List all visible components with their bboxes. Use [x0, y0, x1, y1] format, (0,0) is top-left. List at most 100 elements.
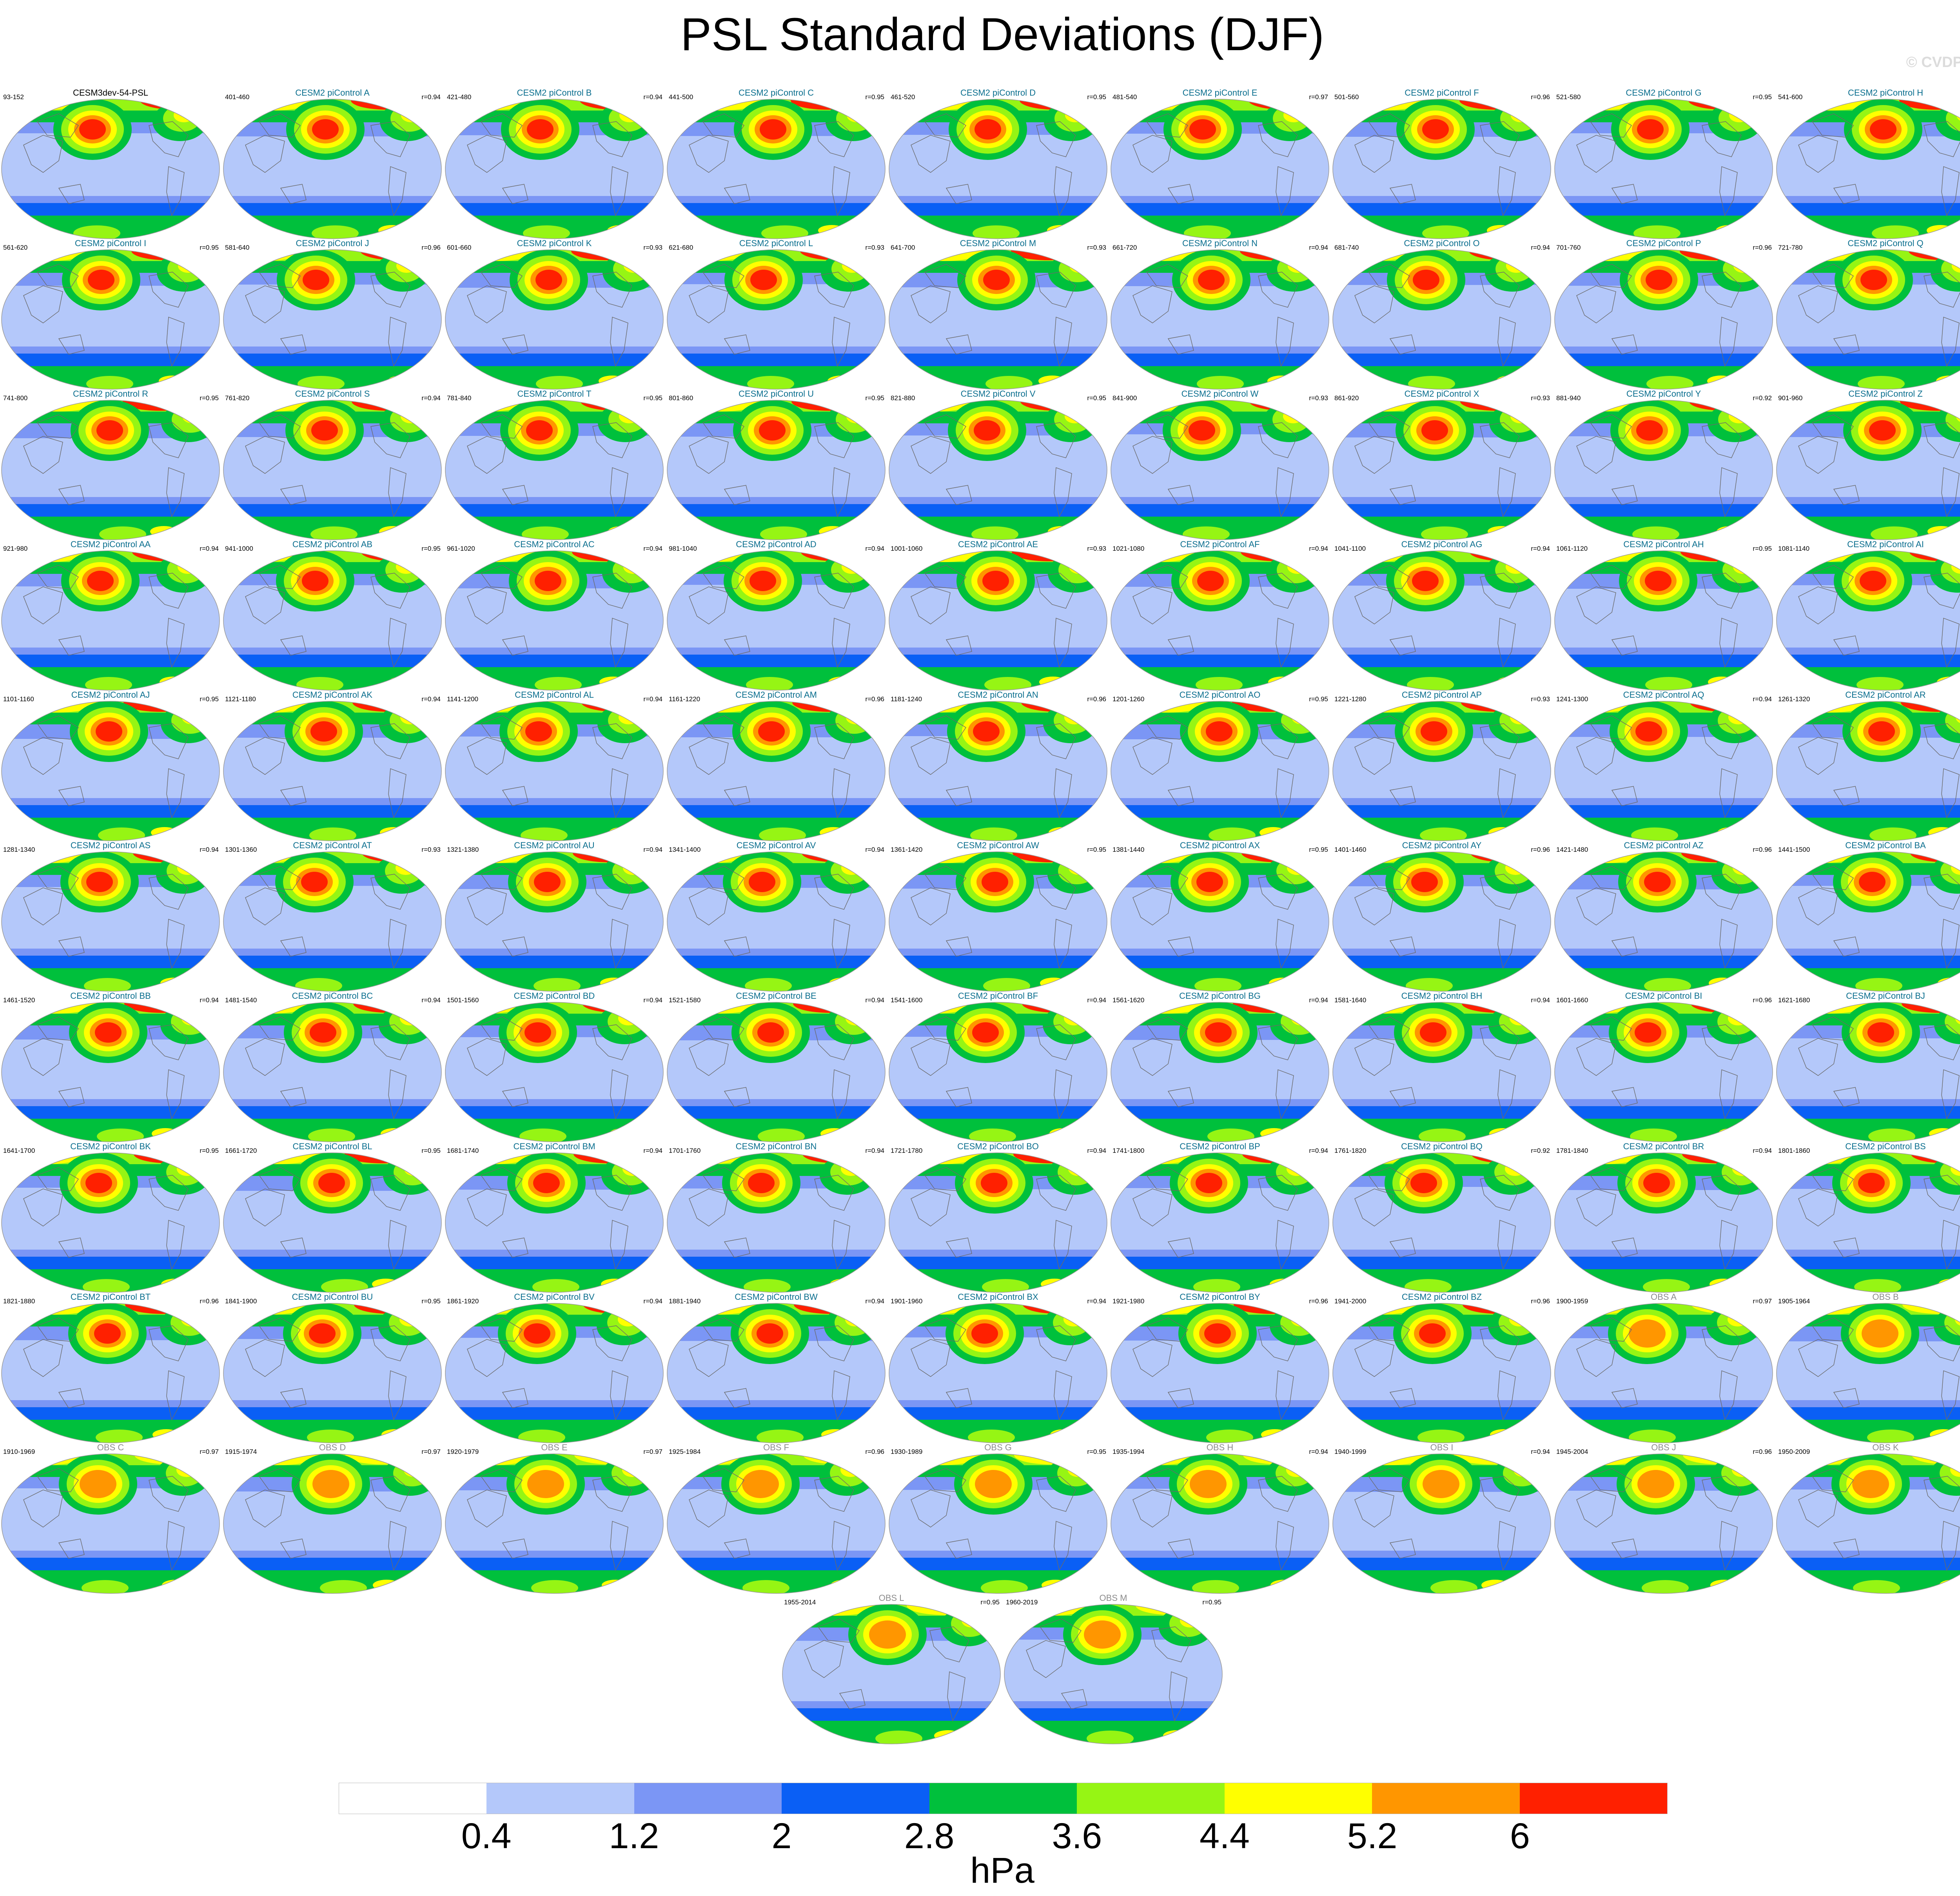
map-border [1332, 1303, 1551, 1443]
antarctic-max-secondary [1717, 526, 1744, 537]
panel-correlation: r=0.95 [421, 545, 441, 552]
panel-correlation: r=0.94 [643, 545, 662, 552]
continent-outline-2 [1258, 422, 1298, 458]
continent-outline-2 [814, 874, 854, 910]
antarctic-max [1645, 677, 1692, 690]
panel-title: CESM3dev-54-PSL [73, 88, 148, 98]
panel-years: 1181-1240 [891, 695, 922, 703]
continent-outline-2 [592, 723, 632, 759]
atlantic-center-ring-2 [618, 1312, 638, 1326]
continent-outline-1 [258, 1468, 301, 1492]
map-panel: CESM2 piControl T 781-840 r=0.95 [444, 389, 665, 541]
map-panel: CESM2 piControl AK 1121-1180 r=0.94 [222, 690, 443, 842]
map-plot [667, 1002, 886, 1142]
aleutian-center-ring-4 [1645, 571, 1671, 591]
aleutian-center-ring-4 [1189, 420, 1215, 441]
continent-outline-3 [166, 1521, 185, 1571]
continent-outline-0 [1798, 737, 1838, 775]
atlantic-center-ring-2 [624, 259, 644, 273]
colorbar-tick-label: 6 [1510, 1816, 1530, 1856]
panel-correlation: r=0.97 [200, 1448, 219, 1455]
map-plot [445, 1453, 664, 1594]
continent-outline-1 [924, 264, 966, 288]
continent-outline-1 [1811, 1167, 1854, 1191]
aleutian-center-ring-4 [302, 571, 328, 591]
continent-outline-1 [702, 264, 744, 288]
map-border [445, 1002, 664, 1142]
continent-outline-4 [280, 786, 307, 806]
map-border [445, 249, 664, 390]
continent-outline-1 [480, 1016, 523, 1041]
map-panel: CESM2 piControl N 661-720 r=0.94 [1109, 238, 1330, 390]
continent-outline-4 [946, 1237, 972, 1258]
antarctic-max-secondary [388, 376, 415, 386]
map-border [445, 851, 664, 992]
continent-outline-2 [1258, 272, 1298, 308]
map-border [1, 1453, 220, 1594]
continent-outline-0 [245, 737, 285, 775]
continent-outline-2 [1036, 874, 1076, 910]
continent-outline-4 [946, 485, 972, 505]
continent-outline-1 [702, 414, 744, 439]
continent-outline-3 [1497, 1220, 1516, 1270]
continent-outline-3 [610, 768, 628, 818]
panel-years: 1930-1989 [891, 1448, 923, 1455]
map-plot [667, 1152, 886, 1293]
continent-outline-3 [1941, 1069, 1960, 1119]
continent-outline-4 [502, 184, 528, 204]
continent-outline-4 [1167, 184, 1194, 204]
continent-outline-1 [924, 866, 966, 890]
continent-outline-3 [1941, 317, 1960, 367]
continent-outline-4 [1061, 1689, 1087, 1709]
map-panel: CESM2 piControl BU 1841-1900 r=0.95 [222, 1292, 443, 1444]
map-plot [889, 851, 1107, 992]
map-plot [445, 400, 664, 540]
continent-outline-2 [1702, 1175, 1742, 1211]
continent-outline-0 [1798, 1339, 1838, 1377]
continent-outline-0 [467, 285, 507, 323]
panel-title: CESM2 piControl BZ [1401, 1292, 1482, 1302]
continent-outline-4 [1167, 936, 1194, 957]
map-border [782, 1604, 1001, 1744]
continent-outline-2 [149, 874, 189, 910]
continent-outline-1 [480, 715, 523, 740]
atlantic-center-ring-1 [171, 1309, 208, 1336]
panel-years: 1141-1200 [447, 695, 479, 703]
panel-title: CESM2 piControl BD [514, 991, 595, 1001]
continent-outline-3 [166, 618, 185, 668]
panel-correlation: r=0.94 [1087, 1297, 1106, 1305]
antarctic-max-secondary [828, 376, 855, 386]
panel-years: 1361-1420 [891, 846, 923, 853]
panel-correlation: r=0.93 [1087, 244, 1106, 251]
panel-years: 1601-1660 [1556, 996, 1588, 1004]
panel-years: 981-1040 [669, 545, 697, 552]
panel-title: CESM2 piControl AM [735, 690, 817, 700]
antarctic-max-secondary [820, 827, 847, 838]
map-plot [1111, 701, 1329, 841]
map-panel: CESM2 piControl A 401-460 r=0.94 [222, 88, 443, 240]
panel-years: 961-1020 [447, 545, 475, 552]
map-plot [1004, 1604, 1223, 1744]
panel-years: 1461-1520 [3, 996, 35, 1004]
continent-outline-3 [1276, 768, 1294, 818]
map-plot [1332, 550, 1551, 691]
map-border [667, 249, 886, 390]
panel-years: 1021-1080 [1112, 545, 1145, 552]
map-border [1554, 249, 1773, 390]
map-plot [223, 1152, 442, 1293]
map-border [223, 1002, 442, 1142]
continent-outline-0 [911, 285, 951, 323]
continent-outline-3 [1719, 768, 1738, 818]
continent-outline-0 [23, 135, 63, 173]
aleutian-center-ring-4 [982, 872, 1008, 892]
map-plot [1776, 1152, 1960, 1293]
panel-years: 781-840 [447, 394, 472, 402]
map-panel: CESM2 piControl BY 1921-1980 r=0.96 [1109, 1292, 1330, 1444]
aleutian-center-ring-4 [1636, 420, 1663, 441]
continent-outline-4 [1389, 635, 1416, 656]
antarctic-max-secondary [1717, 827, 1745, 838]
map-border [1776, 851, 1960, 992]
continent-outline-4 [502, 786, 528, 806]
